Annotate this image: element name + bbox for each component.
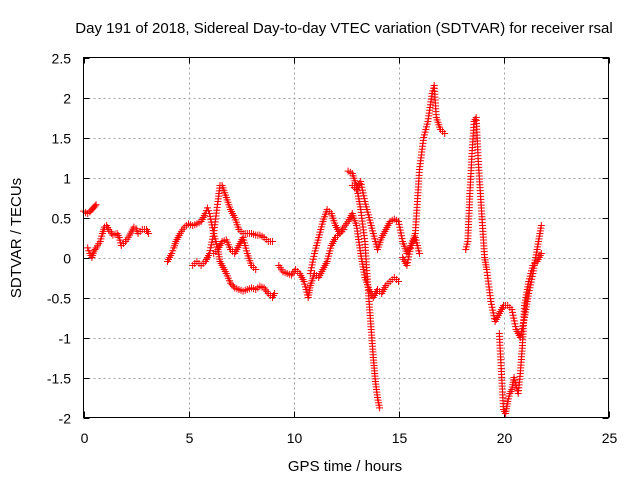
x-tick-label: 25 bbox=[602, 430, 618, 446]
y-tick-label: 1 bbox=[63, 171, 71, 187]
data-point-interp bbox=[208, 238, 216, 246]
data-point-interp bbox=[308, 261, 316, 269]
data-points bbox=[80, 82, 545, 417]
data-point-interp bbox=[360, 195, 368, 203]
y-axis-label: SDTVAR / TECUs bbox=[8, 178, 25, 298]
data-point-interp bbox=[489, 306, 497, 314]
data-point bbox=[92, 201, 100, 209]
data-point-interp bbox=[91, 202, 99, 210]
data-point-interp bbox=[488, 300, 495, 308]
data-point-interp bbox=[357, 180, 365, 188]
x-tick-label: 15 bbox=[392, 430, 408, 446]
y-tick-label: 1.5 bbox=[52, 131, 72, 147]
data-point bbox=[508, 306, 516, 313]
data-point-interp bbox=[396, 223, 404, 231]
data-point bbox=[271, 290, 279, 297]
data-point-interp bbox=[358, 183, 366, 191]
y-tick-label: -1 bbox=[59, 331, 72, 347]
data-point-interp bbox=[405, 250, 413, 258]
data-point-interp bbox=[398, 235, 406, 243]
y-tick-label: -1.5 bbox=[47, 371, 71, 387]
data-point-interp bbox=[360, 192, 368, 200]
x-tick-label: 0 bbox=[81, 430, 89, 446]
data-point-interp bbox=[406, 247, 414, 255]
data-point-interp bbox=[206, 247, 214, 255]
data-point-interp bbox=[407, 244, 414, 252]
data-point-interp bbox=[509, 311, 517, 319]
data-point-interp bbox=[307, 267, 315, 275]
x-tick-label: 20 bbox=[497, 430, 513, 446]
data-point-interp bbox=[209, 235, 216, 243]
data-point bbox=[395, 218, 402, 225]
data-point bbox=[357, 178, 365, 185]
plot-frame bbox=[83, 57, 609, 418]
data-point-interp bbox=[397, 229, 405, 237]
data-point-interp bbox=[488, 303, 496, 311]
data-point bbox=[145, 230, 153, 237]
data-point-interp bbox=[509, 308, 516, 316]
data-point-interp bbox=[308, 264, 315, 272]
data-point-interp bbox=[209, 232, 217, 240]
x-axis-label: GPS time / hours bbox=[288, 458, 402, 475]
data-point-interp bbox=[395, 220, 403, 228]
axis-ticks bbox=[83, 57, 610, 419]
data-point-interp bbox=[206, 212, 214, 220]
y-tick-label: -0.5 bbox=[47, 291, 71, 307]
data-point bbox=[403, 262, 411, 269]
data-point-interp bbox=[359, 186, 366, 194]
data-point-interp bbox=[404, 259, 411, 267]
data-point-interp bbox=[405, 253, 413, 261]
data-point-interp bbox=[404, 256, 412, 264]
data-point-interp bbox=[510, 314, 518, 322]
data-point-interp bbox=[510, 317, 518, 325]
data-point-interp bbox=[207, 241, 215, 249]
x-tick-label: 5 bbox=[186, 430, 194, 446]
data-point-interp bbox=[512, 323, 519, 331]
data-point-interp bbox=[359, 189, 367, 197]
data-point-interp bbox=[309, 255, 317, 263]
chart-title: Day 191 of 2018, Sidereal Day-to-day VTE… bbox=[75, 20, 612, 37]
y-tick-label: -2 bbox=[59, 411, 72, 427]
y-tick-label: 2.5 bbox=[52, 51, 72, 67]
grid bbox=[83, 57, 609, 418]
data-point bbox=[269, 238, 276, 245]
data-point bbox=[537, 222, 545, 229]
data-point-interp bbox=[489, 309, 497, 317]
data-point-interp bbox=[207, 244, 215, 252]
data-point-interp bbox=[396, 226, 404, 234]
data-point bbox=[206, 210, 213, 217]
data-point-interp bbox=[511, 320, 519, 328]
y-tick-label: 0 bbox=[63, 251, 71, 267]
data-point-interp bbox=[309, 258, 317, 266]
data-point-interp bbox=[91, 246, 99, 253]
data-point bbox=[306, 270, 314, 277]
data-point bbox=[395, 278, 402, 285]
data-point bbox=[441, 130, 449, 137]
y-tick-label: 0.5 bbox=[52, 211, 72, 227]
x-tick-labels: 0 5 10 15 20 25 bbox=[81, 430, 618, 446]
data-point bbox=[252, 266, 260, 273]
y-tick-labels: -2 -1.5 -1 -0.5 0 0.5 1 1.5 2 2.5 bbox=[47, 51, 71, 427]
y-tick-label: 2 bbox=[63, 91, 71, 107]
data-point-interp bbox=[398, 232, 405, 240]
data-point bbox=[537, 250, 545, 257]
data-point bbox=[416, 250, 423, 257]
data-point-interp bbox=[310, 252, 318, 260]
x-tick-label: 10 bbox=[287, 430, 303, 446]
data-point bbox=[487, 298, 495, 305]
data-point bbox=[376, 404, 384, 412]
